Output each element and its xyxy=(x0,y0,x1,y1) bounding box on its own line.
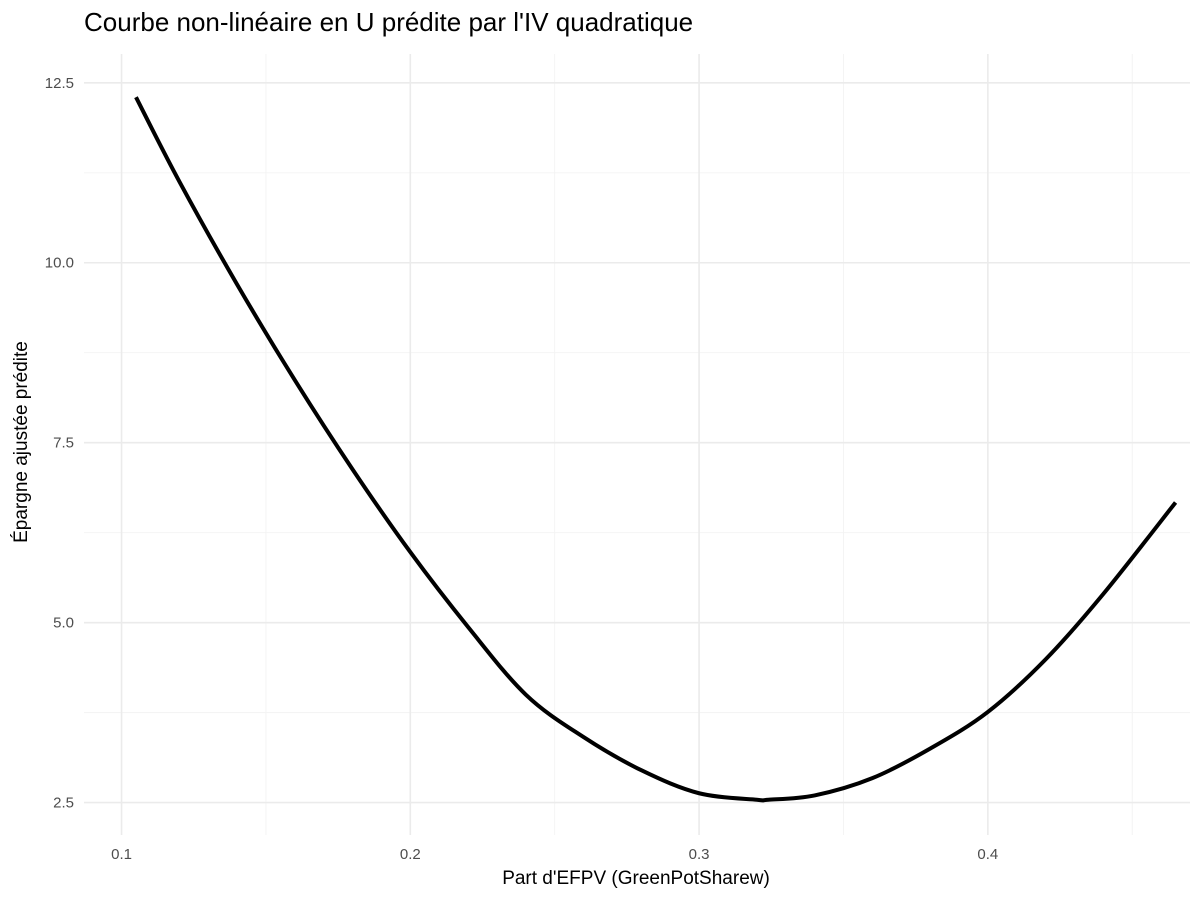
x-axis-title: Part d'EFPV (GreenPotSharew) xyxy=(502,868,770,889)
y-axis-title: Épargne ajustée prédite xyxy=(11,341,32,543)
y-tick-label: 10.0 xyxy=(45,255,74,272)
minor-gridlines xyxy=(84,54,1190,835)
major-gridlines xyxy=(84,54,1190,835)
series-line xyxy=(134,96,1178,803)
y-tick-label: 12.5 xyxy=(45,75,74,92)
x-axis-ticks: 0.1 0.2 0.3 0.4 xyxy=(111,846,998,863)
chart-title: Courbe non-linéaire en U prédite par l'I… xyxy=(84,7,693,37)
x-tick-label: 0.1 xyxy=(111,846,132,863)
series-layer xyxy=(134,96,1178,803)
x-tick-label: 0.3 xyxy=(689,846,710,863)
y-tick-label: 5.0 xyxy=(53,615,74,632)
y-tick-label: 2.5 xyxy=(53,795,74,812)
y-axis-ticks: 2.5 5.0 7.5 10.0 12.5 xyxy=(45,75,74,812)
x-tick-label: 0.2 xyxy=(400,846,421,863)
y-tick-label: 7.5 xyxy=(53,435,74,452)
x-tick-label: 0.4 xyxy=(977,846,998,863)
